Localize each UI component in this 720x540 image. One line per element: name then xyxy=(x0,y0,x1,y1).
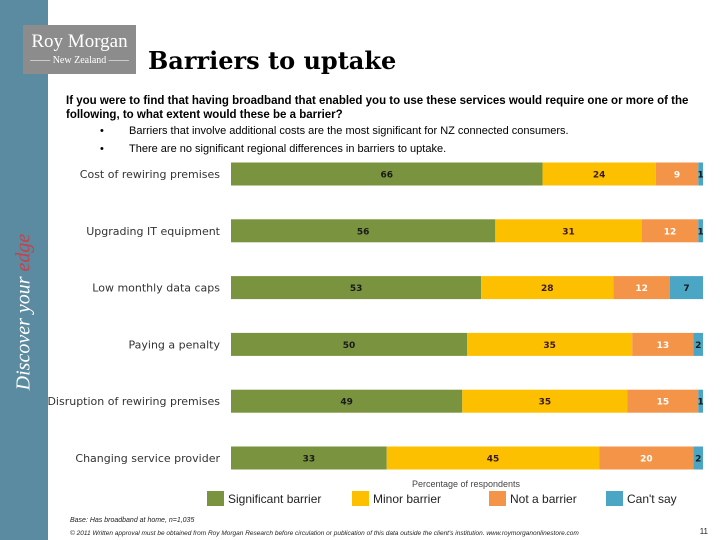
data-label: 33 xyxy=(303,455,316,465)
bar-segment xyxy=(698,219,703,243)
data-label: 9 xyxy=(674,171,680,181)
bar-segment xyxy=(599,446,694,470)
page-number: 11 xyxy=(699,527,708,536)
category-label: Upgrading IT equipment xyxy=(86,225,220,238)
bar-segment xyxy=(231,389,463,413)
data-label: 35 xyxy=(539,398,552,408)
legend-item: Not a barrier xyxy=(489,491,577,506)
data-label: 28 xyxy=(541,284,554,294)
legend-swatch xyxy=(489,491,506,506)
data-label: 12 xyxy=(635,284,648,294)
bar-segment xyxy=(231,162,543,186)
bar-segment xyxy=(481,276,614,300)
survey-question: If you were to find that having broadban… xyxy=(66,95,689,121)
legend-swatch xyxy=(352,491,369,506)
bar-segment xyxy=(613,276,670,300)
data-label: 2 xyxy=(695,341,701,351)
bar-segment xyxy=(542,162,656,186)
data-label: 1 xyxy=(698,227,704,237)
data-label: 31 xyxy=(562,227,575,237)
legend-swatch xyxy=(606,491,623,506)
bar-segment xyxy=(698,162,703,186)
legend-item: Can't say xyxy=(606,491,677,506)
data-label: 7 xyxy=(683,284,689,294)
legend-item: Minor barrier xyxy=(352,491,441,506)
legend-label: Not a barrier xyxy=(510,491,577,506)
data-label: 13 xyxy=(657,341,670,351)
category-label: Cost of rewiring premises xyxy=(80,168,220,181)
bar-segment xyxy=(386,446,600,470)
bar-segment xyxy=(231,332,467,356)
bar-segment xyxy=(641,219,699,243)
bar-segment xyxy=(693,332,703,356)
data-label: 45 xyxy=(487,455,500,465)
data-label: 24 xyxy=(593,171,606,181)
bar-segment xyxy=(467,332,633,356)
roy-morgan-logo: Roy Morgan —— New Zealand —— xyxy=(23,25,136,74)
bar-segment xyxy=(462,389,628,413)
sidebar-band: Discover your edge xyxy=(0,0,48,540)
bar-segment xyxy=(655,162,699,186)
data-label: 49 xyxy=(340,398,353,408)
page-title: Barriers to uptake xyxy=(148,46,397,75)
legend-label: Significant barrier xyxy=(228,491,322,506)
bar-segment xyxy=(231,276,482,300)
legend-swatch xyxy=(207,491,224,506)
category-label: Disruption of rewiring premises xyxy=(47,395,220,408)
category-label: Low monthly data caps xyxy=(92,282,220,295)
legend-label: Can't say xyxy=(627,491,677,506)
data-label: 15 xyxy=(657,398,670,408)
data-label: 35 xyxy=(543,341,556,351)
copyright: © 2011 Written approval must be obtained… xyxy=(70,530,579,537)
data-label: 56 xyxy=(357,227,370,237)
data-label: 50 xyxy=(343,341,356,351)
data-label: 20 xyxy=(640,455,653,465)
data-label: 1 xyxy=(698,398,704,408)
category-label: Changing service provider xyxy=(75,452,220,465)
bar-segment xyxy=(627,389,699,413)
data-label: 66 xyxy=(380,171,393,181)
category-label: Paying a penalty xyxy=(129,338,221,351)
legend-item: Significant barrier xyxy=(207,491,321,506)
legend-label: Minor barrier xyxy=(373,491,442,506)
bar-segment xyxy=(698,389,703,413)
bar-segment xyxy=(632,332,694,356)
bar-segment xyxy=(231,219,496,243)
base-note: Base: Has broadband at home, n=1,035 xyxy=(70,517,195,524)
bar-segment xyxy=(495,219,642,243)
bar-segment xyxy=(669,276,703,300)
bar-segment xyxy=(231,446,387,470)
data-label: 2 xyxy=(695,455,701,465)
data-label: 53 xyxy=(350,284,363,294)
data-label: 12 xyxy=(664,227,677,237)
data-label: 1 xyxy=(698,171,704,181)
bar-segment xyxy=(693,446,703,470)
x-axis-title: Percentage of respondents xyxy=(411,479,521,489)
